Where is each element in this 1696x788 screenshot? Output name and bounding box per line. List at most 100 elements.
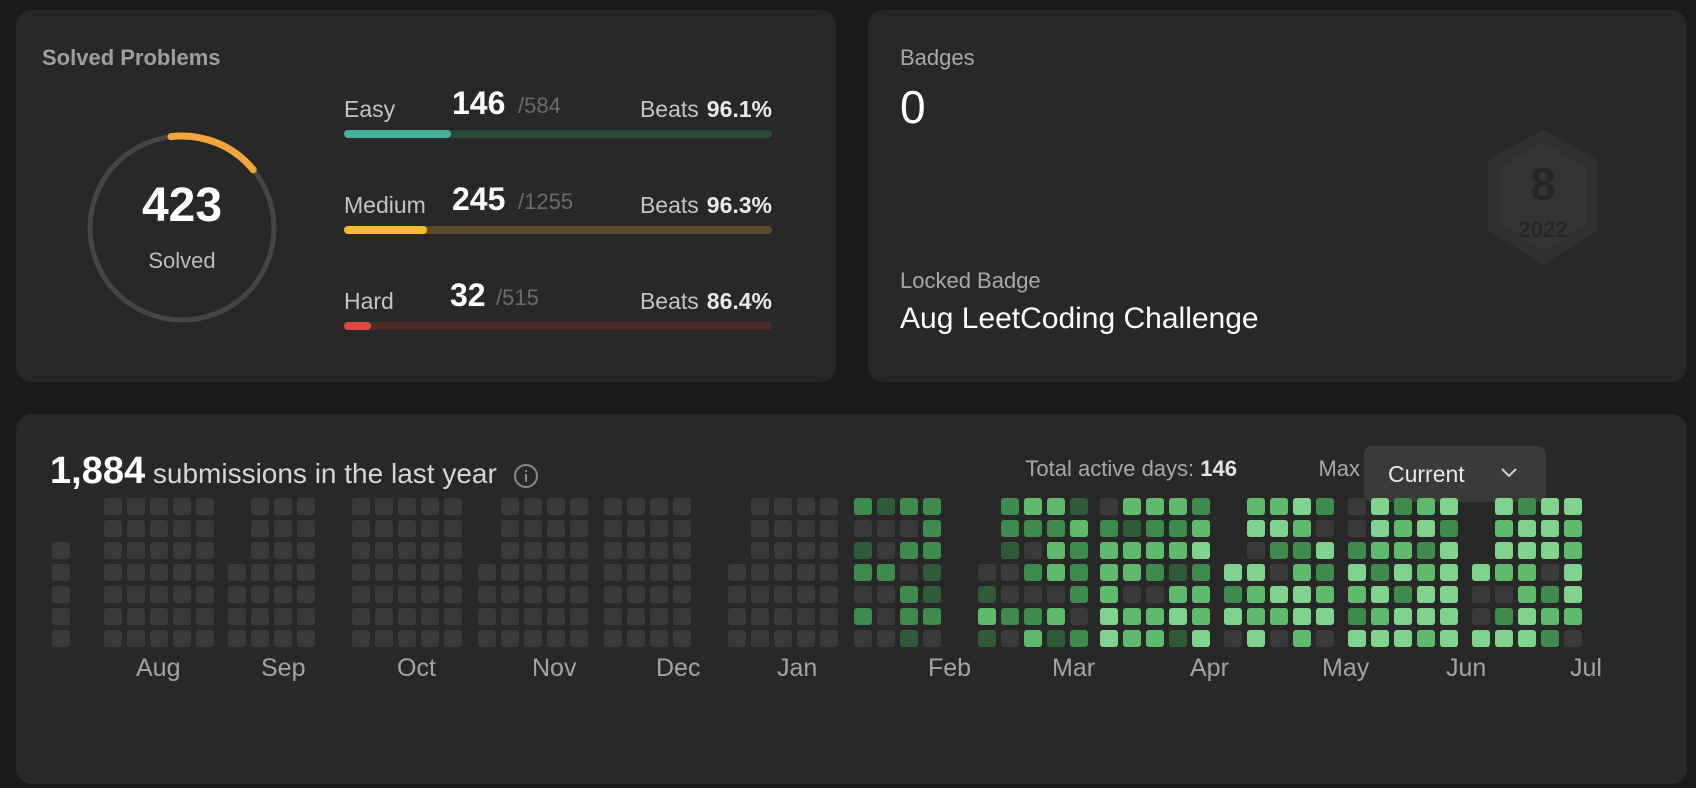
calendar-day-cell[interactable]: [1192, 542, 1210, 559]
calendar-day-cell[interactable]: [1293, 542, 1311, 559]
calendar-day-cell[interactable]: [1100, 520, 1118, 537]
calendar-day-cell[interactable]: [1518, 498, 1536, 515]
calendar-day-cell[interactable]: [127, 608, 145, 625]
calendar-day-cell[interactable]: [1224, 608, 1242, 625]
calendar-day-cell[interactable]: [570, 630, 588, 647]
calendar-day-cell[interactable]: [854, 542, 872, 559]
calendar-day-cell[interactable]: [52, 564, 70, 581]
calendar-day-cell[interactable]: [1348, 586, 1366, 603]
calendar-day-cell[interactable]: [1146, 608, 1164, 625]
calendar-day-cell[interactable]: [297, 498, 315, 515]
calendar-day-cell[interactable]: [1024, 630, 1042, 647]
calendar-day-cell[interactable]: [728, 608, 746, 625]
calendar-day-cell[interactable]: [1070, 564, 1088, 581]
calendar-day-cell[interactable]: [774, 586, 792, 603]
calendar-day-cell[interactable]: [1169, 630, 1187, 647]
calendar-day-cell[interactable]: [375, 542, 393, 559]
calendar-day-cell[interactable]: [52, 630, 70, 647]
calendar-day-cell[interactable]: [673, 520, 691, 537]
calendar-day-cell[interactable]: [900, 630, 918, 647]
calendar-day-cell[interactable]: [900, 564, 918, 581]
calendar-day-cell[interactable]: [877, 498, 895, 515]
calendar-day-cell[interactable]: [524, 564, 542, 581]
calendar-day-cell[interactable]: [604, 498, 622, 515]
calendar-day-cell[interactable]: [444, 498, 462, 515]
calendar-day-cell[interactable]: [1472, 586, 1490, 603]
calendar-day-cell[interactable]: [570, 520, 588, 537]
calendar-day-cell[interactable]: [1100, 498, 1118, 515]
calendar-day-cell[interactable]: [1417, 498, 1435, 515]
calendar-day-cell[interactable]: [547, 586, 565, 603]
calendar-day-cell[interactable]: [1224, 630, 1242, 647]
calendar-day-cell[interactable]: [1247, 564, 1265, 581]
calendar-day-cell[interactable]: [444, 608, 462, 625]
calendar-day-cell[interactable]: [104, 608, 122, 625]
calendar-day-cell[interactable]: [1394, 630, 1412, 647]
calendar-day-cell[interactable]: [1440, 564, 1458, 581]
calendar-day-cell[interactable]: [923, 498, 941, 515]
calendar-day-cell[interactable]: [1247, 498, 1265, 515]
calendar-day-cell[interactable]: [673, 542, 691, 559]
calendar-day-cell[interactable]: [820, 608, 838, 625]
calendar-day-cell[interactable]: [1564, 630, 1582, 647]
calendar-day-cell[interactable]: [1001, 630, 1019, 647]
calendar-day-cell[interactable]: [1169, 608, 1187, 625]
calendar-day-cell[interactable]: [297, 520, 315, 537]
calendar-day-cell[interactable]: [1070, 586, 1088, 603]
calendar-day-cell[interactable]: [1270, 520, 1288, 537]
calendar-day-cell[interactable]: [1146, 564, 1164, 581]
calendar-day-cell[interactable]: [1047, 542, 1065, 559]
calendar-day-cell[interactable]: [1371, 608, 1389, 625]
calendar-day-cell[interactable]: [877, 608, 895, 625]
calendar-day-cell[interactable]: [1371, 630, 1389, 647]
calendar-day-cell[interactable]: [978, 564, 996, 581]
calendar-day-cell[interactable]: [797, 586, 815, 603]
calendar-day-cell[interactable]: [127, 564, 145, 581]
calendar-day-cell[interactable]: [1348, 608, 1366, 625]
calendar-day-cell[interactable]: [1070, 608, 1088, 625]
calendar-day-cell[interactable]: [1146, 586, 1164, 603]
calendar-day-cell[interactable]: [228, 630, 246, 647]
calendar-day-cell[interactable]: [251, 630, 269, 647]
calendar-day-cell[interactable]: [352, 630, 370, 647]
calendar-day-cell[interactable]: [421, 520, 439, 537]
calendar-day-cell[interactable]: [251, 564, 269, 581]
calendar-day-cell[interactable]: [1495, 586, 1513, 603]
calendar-day-cell[interactable]: [1169, 564, 1187, 581]
calendar-day-cell[interactable]: [854, 520, 872, 537]
calendar-day-cell[interactable]: [604, 542, 622, 559]
calendar-day-cell[interactable]: [1440, 586, 1458, 603]
calendar-day-cell[interactable]: [1247, 520, 1265, 537]
calendar-day-cell[interactable]: [375, 608, 393, 625]
calendar-day-cell[interactable]: [820, 542, 838, 559]
calendar-day-cell[interactable]: [251, 586, 269, 603]
calendar-day-cell[interactable]: [375, 630, 393, 647]
calendar-day-cell[interactable]: [570, 564, 588, 581]
calendar-day-cell[interactable]: [1024, 586, 1042, 603]
calendar-day-cell[interactable]: [1192, 608, 1210, 625]
calendar-day-cell[interactable]: [547, 542, 565, 559]
calendar-day-cell[interactable]: [1518, 630, 1536, 647]
calendar-day-cell[interactable]: [1440, 520, 1458, 537]
calendar-day-cell[interactable]: [251, 542, 269, 559]
calendar-day-cell[interactable]: [1440, 630, 1458, 647]
calendar-day-cell[interactable]: [1270, 498, 1288, 515]
calendar-day-cell[interactable]: [251, 608, 269, 625]
calendar-day-cell[interactable]: [1541, 498, 1559, 515]
calendar-day-cell[interactable]: [1293, 630, 1311, 647]
calendar-day-cell[interactable]: [604, 586, 622, 603]
calendar-day-cell[interactable]: [421, 498, 439, 515]
calendar-day-cell[interactable]: [604, 520, 622, 537]
calendar-day-cell[interactable]: [1146, 520, 1164, 537]
calendar-day-cell[interactable]: [1047, 498, 1065, 515]
calendar-day-cell[interactable]: [173, 564, 191, 581]
calendar-day-cell[interactable]: [923, 542, 941, 559]
calendar-day-cell[interactable]: [274, 630, 292, 647]
calendar-day-cell[interactable]: [150, 564, 168, 581]
calendar-day-cell[interactable]: [524, 608, 542, 625]
calendar-day-cell[interactable]: [274, 564, 292, 581]
calendar-day-cell[interactable]: [1001, 586, 1019, 603]
calendar-day-cell[interactable]: [1316, 586, 1334, 603]
calendar-day-cell[interactable]: [1293, 498, 1311, 515]
calendar-day-cell[interactable]: [1495, 564, 1513, 581]
